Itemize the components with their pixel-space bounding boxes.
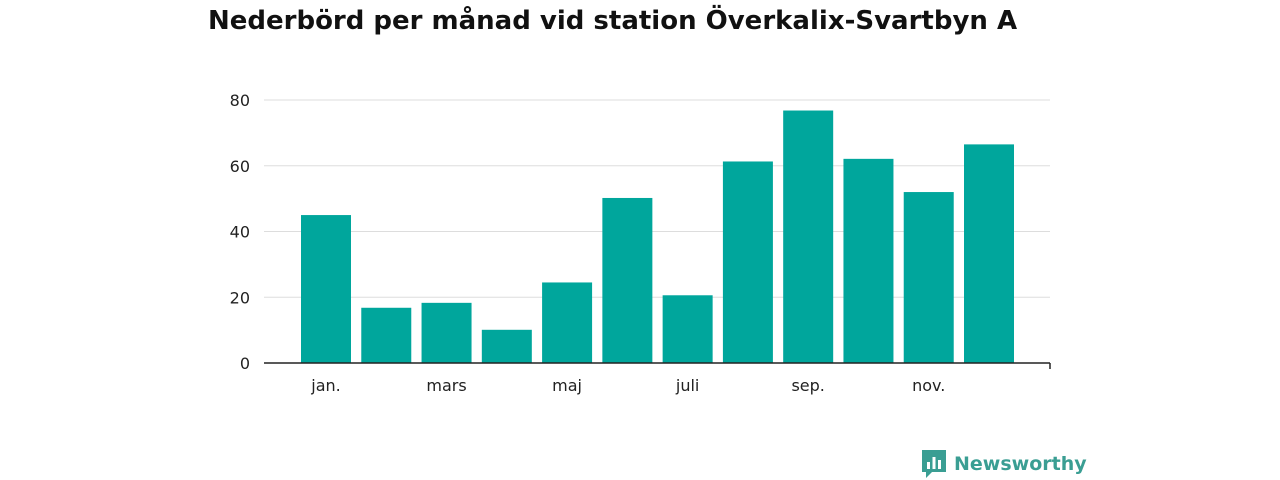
y-tick-label-0: 0 [240,354,250,373]
x-tick-label-nov: nov. [912,376,945,395]
x-axis [264,362,1051,369]
chart-bubble-icon [922,450,946,478]
bar-apr [481,329,532,363]
x-tick-label-sep: sep. [791,376,824,395]
y-tick-label-40: 40 [230,223,250,242]
bar-sep [783,110,834,364]
bar-maj [542,282,593,363]
bar-okt [843,158,894,363]
logo-text: Newsworthy [954,453,1087,475]
y-tick-labels: 0 20 40 60 80 [230,91,250,373]
bar-chart: 0 20 40 60 80 jan. mars maj juli sep. nov. [230,91,1051,395]
bar-aug [722,161,773,363]
x-tick-label-jan: jan. [310,376,340,395]
y-tick-label-20: 20 [230,288,250,307]
bar-feb [361,307,412,363]
x-tick-label-mars: mars [426,376,466,395]
bar-nov [903,192,954,363]
chart-title: Nederbörd per månad vid station Överkali… [208,6,1018,36]
x-tick-label-maj: maj [552,376,582,395]
bar-jan [301,215,351,363]
bar-dec [964,144,1014,363]
bar-juli [662,295,713,363]
y-tick-label-60: 60 [230,157,250,176]
bar-mars [421,302,472,363]
newsworthy-logo: Newsworthy [922,450,1087,478]
bars [301,110,1014,364]
bar-juni [602,197,653,363]
y-tick-label-80: 80 [230,91,250,110]
x-tick-label-juli: juli [675,376,699,395]
x-tick-labels: jan. mars maj juli sep. nov. [310,376,945,395]
